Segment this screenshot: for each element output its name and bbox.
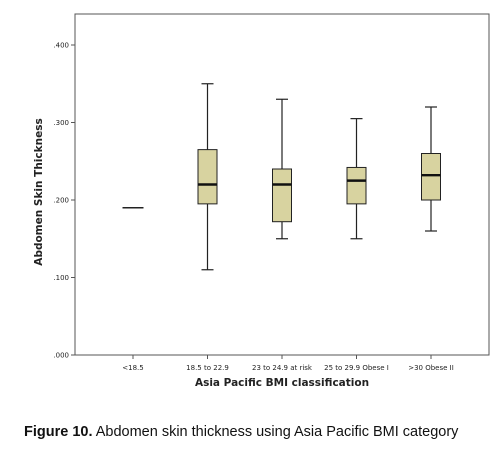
x-axis-title: Asia Pacific BMI classification	[195, 377, 369, 389]
box-group	[272, 98, 292, 240]
x-tick-label: 23 to 24.9 at risk	[252, 364, 313, 372]
y-axis-title: Abdomen Skin Thickness	[33, 118, 45, 265]
x-tick-label: <18.5	[122, 364, 143, 372]
y-tick-label: .200	[53, 197, 69, 205]
y-tick-label: .400	[53, 42, 69, 50]
caption-label: Figure 10.	[24, 424, 93, 440]
figure-caption: Figure 10. Abdomen skin thickness using …	[24, 424, 494, 441]
box-group	[197, 83, 218, 271]
iqr-box	[272, 168, 292, 223]
x-tick-label: >30 Obese II	[408, 364, 454, 372]
box-group	[421, 106, 441, 232]
y-tick-label: .100	[53, 274, 69, 282]
y-tick-label: .300	[53, 119, 69, 127]
x-tick-label: 18.5 to 22.9	[186, 364, 229, 372]
iqr-box	[197, 149, 218, 205]
iqr-box	[421, 153, 441, 201]
iqr-box	[346, 166, 367, 205]
y-tick-label: .000	[53, 352, 69, 360]
caption-text: Abdomen skin thickness using Asia Pacifi…	[92, 424, 459, 440]
box-group	[346, 118, 367, 240]
x-axis: <18.5 18.5 to 22.9 23 to 24.9 at risk 25 to…	[122, 355, 454, 372]
boxes	[122, 83, 441, 271]
x-tick-label: 25 to 29.9 Obese I	[324, 364, 389, 372]
y-axis: .000 .100 .200 .300 .400	[53, 42, 75, 360]
boxplot-chart: .000 .100 .200 .300 .400 <18.5 18.5 to 22.9 23…	[33, 13, 490, 389]
